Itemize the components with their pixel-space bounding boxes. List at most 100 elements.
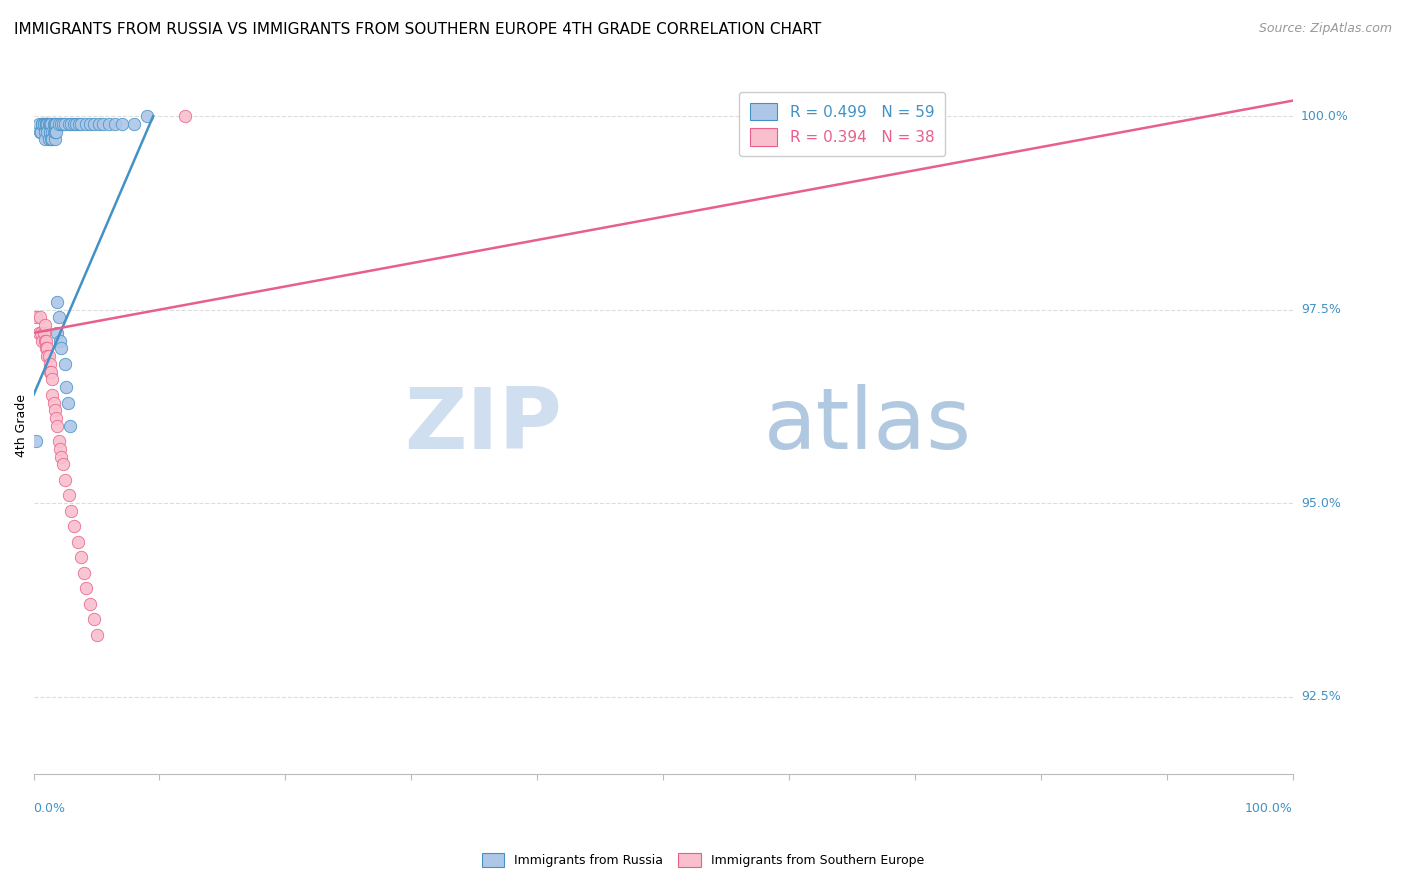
Point [30, 326, 52, 340]
Point [49, 334, 72, 348]
Point [32, 117, 55, 131]
Point [32, 326, 55, 340]
Point [60, 117, 83, 131]
Point [83, 612, 105, 626]
Point [37, 117, 59, 131]
Point [111, 117, 134, 131]
Point [59, 418, 82, 433]
Legend: Immigrants from Russia, Immigrants from Southern Europe: Immigrants from Russia, Immigrants from … [477, 848, 929, 872]
Point [48, 434, 70, 449]
Point [51, 117, 73, 131]
Point [39, 125, 62, 139]
Point [46, 418, 69, 433]
Point [63, 519, 86, 533]
Point [70, 117, 93, 131]
Y-axis label: 4th Grade: 4th Grade [15, 394, 28, 458]
Text: Source: ZipAtlas.com: Source: ZipAtlas.com [1258, 22, 1392, 36]
Point [38, 117, 60, 131]
Point [45, 125, 67, 139]
Point [31, 117, 53, 131]
Point [75, 582, 97, 596]
Point [51, 458, 73, 472]
Point [39, 117, 62, 131]
Point [39, 365, 62, 379]
Point [58, 488, 80, 502]
Point [38, 349, 60, 363]
Point [65, 117, 87, 131]
Point [45, 117, 67, 131]
Point [48, 117, 70, 131]
Text: 95.0%: 95.0% [1301, 497, 1341, 509]
Point [34, 132, 56, 146]
Point [46, 294, 69, 309]
Point [98, 117, 121, 131]
Point [41, 132, 63, 146]
Point [46, 326, 69, 340]
Point [41, 372, 63, 386]
Point [44, 117, 66, 131]
Point [35, 334, 58, 348]
Point [135, 109, 157, 123]
Point [28, 310, 51, 325]
Point [51, 117, 73, 131]
Point [53, 357, 76, 371]
Text: 92.5%: 92.5% [1301, 690, 1341, 703]
Text: atlas: atlas [763, 384, 972, 467]
Text: 0.0%: 0.0% [34, 802, 66, 815]
Point [67, 117, 90, 131]
Point [63, 117, 86, 131]
Point [73, 566, 96, 580]
Point [39, 117, 62, 131]
Point [37, 342, 59, 356]
Point [44, 132, 66, 146]
Point [31, 334, 53, 348]
Point [25, 310, 48, 325]
Point [44, 403, 66, 417]
Point [51, 342, 73, 356]
Point [28, 125, 51, 139]
Point [35, 117, 58, 131]
Point [173, 109, 195, 123]
Point [25, 434, 48, 449]
Point [79, 597, 101, 611]
Point [66, 534, 89, 549]
Point [104, 117, 127, 131]
Point [27, 326, 49, 340]
Point [35, 117, 58, 131]
Legend: R = 0.499   N = 59, R = 0.394   N = 38: R = 0.499 N = 59, R = 0.394 N = 38 [740, 92, 945, 156]
Point [35, 117, 58, 131]
Point [38, 132, 60, 146]
Point [42, 117, 65, 131]
Point [48, 310, 70, 325]
Point [124, 117, 146, 131]
Point [35, 342, 58, 356]
Point [41, 388, 63, 402]
Text: IMMIGRANTS FROM RUSSIA VS IMMIGRANTS FROM SOUTHERN EUROPE 4TH GRADE CORRELATION : IMMIGRANTS FROM RUSSIA VS IMMIGRANTS FRO… [14, 22, 821, 37]
Text: 97.5%: 97.5% [1301, 303, 1341, 316]
Text: 100.0%: 100.0% [1244, 802, 1292, 815]
Point [34, 318, 56, 333]
Point [91, 117, 114, 131]
Point [42, 395, 65, 409]
Point [56, 395, 79, 409]
Point [53, 117, 76, 131]
Point [58, 117, 80, 131]
Text: ZIP: ZIP [405, 384, 562, 467]
Point [49, 442, 72, 456]
Point [53, 473, 76, 487]
Point [86, 628, 108, 642]
Point [70, 550, 93, 565]
Point [60, 504, 83, 518]
Point [30, 125, 52, 139]
Point [39, 357, 62, 371]
Point [37, 125, 59, 139]
Point [27, 117, 49, 131]
Point [39, 132, 62, 146]
Point [34, 334, 56, 348]
Point [55, 380, 77, 394]
Point [87, 117, 110, 131]
Point [39, 365, 62, 379]
Point [45, 411, 67, 425]
Point [32, 117, 55, 131]
Point [51, 450, 73, 464]
